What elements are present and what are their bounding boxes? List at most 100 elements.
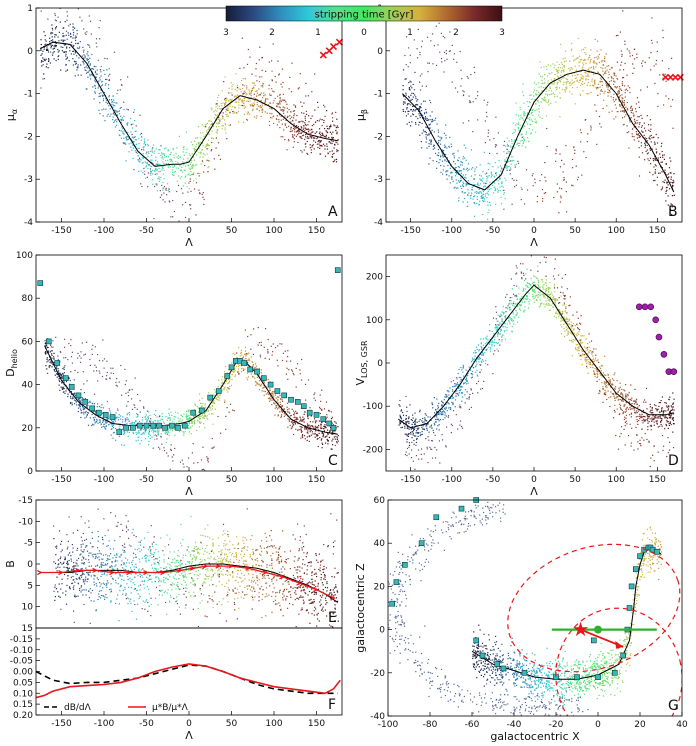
y-tick-label: -40 [370, 712, 385, 722]
y-tick-label: -100 [363, 402, 384, 412]
observed-square [169, 422, 175, 429]
x-tick-label: 150 [308, 475, 325, 485]
x-tick-label: -50 [139, 226, 154, 236]
x-tick-label: 0 [186, 719, 192, 729]
y-tick-label: 0.05 [13, 678, 33, 688]
axes-G: -100 -80 -60 -40 -20 0 20 406040200-20-40galact… [354, 496, 688, 743]
observed-square [330, 424, 337, 431]
pm-arrow [177, 567, 183, 573]
x-tick-label: -50 [486, 475, 501, 485]
observed-square [123, 424, 129, 431]
x-tick-label: 100 [608, 475, 625, 485]
y-tick-label: -3 [24, 175, 33, 185]
observed-square [595, 674, 601, 680]
observed-circle [655, 333, 663, 341]
observed-cross [335, 38, 344, 46]
model-track-G-path [471, 546, 662, 680]
x-tick-label: 150 [308, 719, 325, 729]
y-tick-label: -4 [24, 218, 33, 228]
y-tick-label: 0 [27, 467, 33, 477]
x-axis-label: Λ [185, 236, 193, 249]
observed-square [389, 600, 396, 607]
observed-square [267, 381, 274, 388]
frame-F [35, 627, 343, 716]
particle-cloud-A [40, 21, 339, 192]
observed-square [54, 360, 61, 366]
y-tick-label: 0 [27, 560, 33, 570]
x-tick-label: -40 [507, 720, 522, 730]
orbit-ellipse [555, 607, 682, 716]
observed-square [274, 388, 281, 394]
observed-square [116, 429, 123, 435]
observed-circle [652, 316, 659, 324]
y-tick-label: 0.00 [13, 668, 33, 678]
observed-square [130, 424, 136, 431]
y-tick-label: 20 [374, 582, 386, 592]
x-tick-label: 50 [226, 719, 238, 729]
dB-dLambda-line [36, 664, 338, 695]
pm-arrow [202, 563, 209, 569]
pm-arrow [228, 563, 234, 569]
x-tick-label: 40 [676, 720, 688, 730]
observed-square [479, 652, 486, 659]
x-tick-label: 150 [308, 226, 325, 236]
legend-F: dB/dΛ μ*B/μ*Λ [44, 703, 189, 713]
observed-square [96, 409, 102, 416]
y-tick-label: 200 [366, 273, 383, 283]
model-track-A [40, 41, 338, 167]
pm-arrow [296, 580, 302, 586]
y-axis-label: galactocentric Z [354, 563, 367, 653]
y-tick-label: -0.10 [10, 646, 34, 656]
observed-square [224, 373, 231, 379]
dB-dLambda-line-path [36, 664, 338, 695]
observed-square [494, 661, 501, 667]
y-tick-label: 0 [27, 47, 33, 57]
y-tick-label: 60 [374, 496, 386, 506]
y-tick-label: -20 [370, 669, 385, 679]
panel-tag-G: G [668, 698, 679, 714]
pm-arrow [36, 569, 43, 576]
y-tick-label: -2 [24, 132, 33, 142]
x-tick-label: 0 [186, 475, 192, 485]
observed-square [175, 424, 181, 431]
x-tick-label: -50 [139, 719, 154, 729]
y-tick-label: -0.05 [10, 657, 33, 667]
observed-square [401, 561, 408, 568]
observed-square [156, 422, 163, 429]
pm-arrow [279, 574, 285, 580]
observed-square [521, 669, 528, 676]
y-tick-label: -2 [374, 132, 383, 142]
y-tick-label: 100 [366, 316, 383, 326]
x-tick-label: 0 [531, 475, 537, 485]
x-tick-label: 0 [595, 720, 601, 730]
x-tick-label: 50 [226, 475, 238, 485]
observed-square [162, 424, 168, 431]
y-axis-label-sub: α [10, 109, 19, 114]
x-tick-label: 150 [649, 475, 666, 485]
x-tick-label: -100 [94, 475, 115, 485]
observed-square [500, 665, 507, 672]
panel-tag-B: B [668, 204, 678, 220]
observed-square [458, 505, 465, 512]
observed-square [288, 396, 294, 403]
pm-arrow [160, 569, 166, 576]
observed-circle [660, 351, 668, 358]
particle-cloud-C [44, 342, 339, 450]
observed-square [393, 579, 400, 585]
observed-square [37, 280, 44, 286]
pm-ratio-line-path [36, 663, 341, 699]
pm-arrow [313, 587, 319, 593]
y-axis-label-sub: LOS, GSR [360, 340, 369, 378]
axes-E: -15 -10 -5 0 5 10 15 B E [4, 496, 343, 634]
colorbar: stripping time [Gyr] 3 2 1 0 1 2 3 [223, 5, 505, 38]
observed-square [207, 394, 214, 401]
pm-arrow [189, 565, 196, 571]
observed-square [109, 414, 116, 420]
observed-square [82, 399, 89, 405]
y-tick-label: -1 [24, 90, 33, 100]
y-tick-label: -200 [363, 445, 384, 455]
colorbar-tick-label: 3 [499, 28, 505, 38]
observed-square [198, 407, 205, 414]
panel-tag-C: C [328, 453, 338, 469]
